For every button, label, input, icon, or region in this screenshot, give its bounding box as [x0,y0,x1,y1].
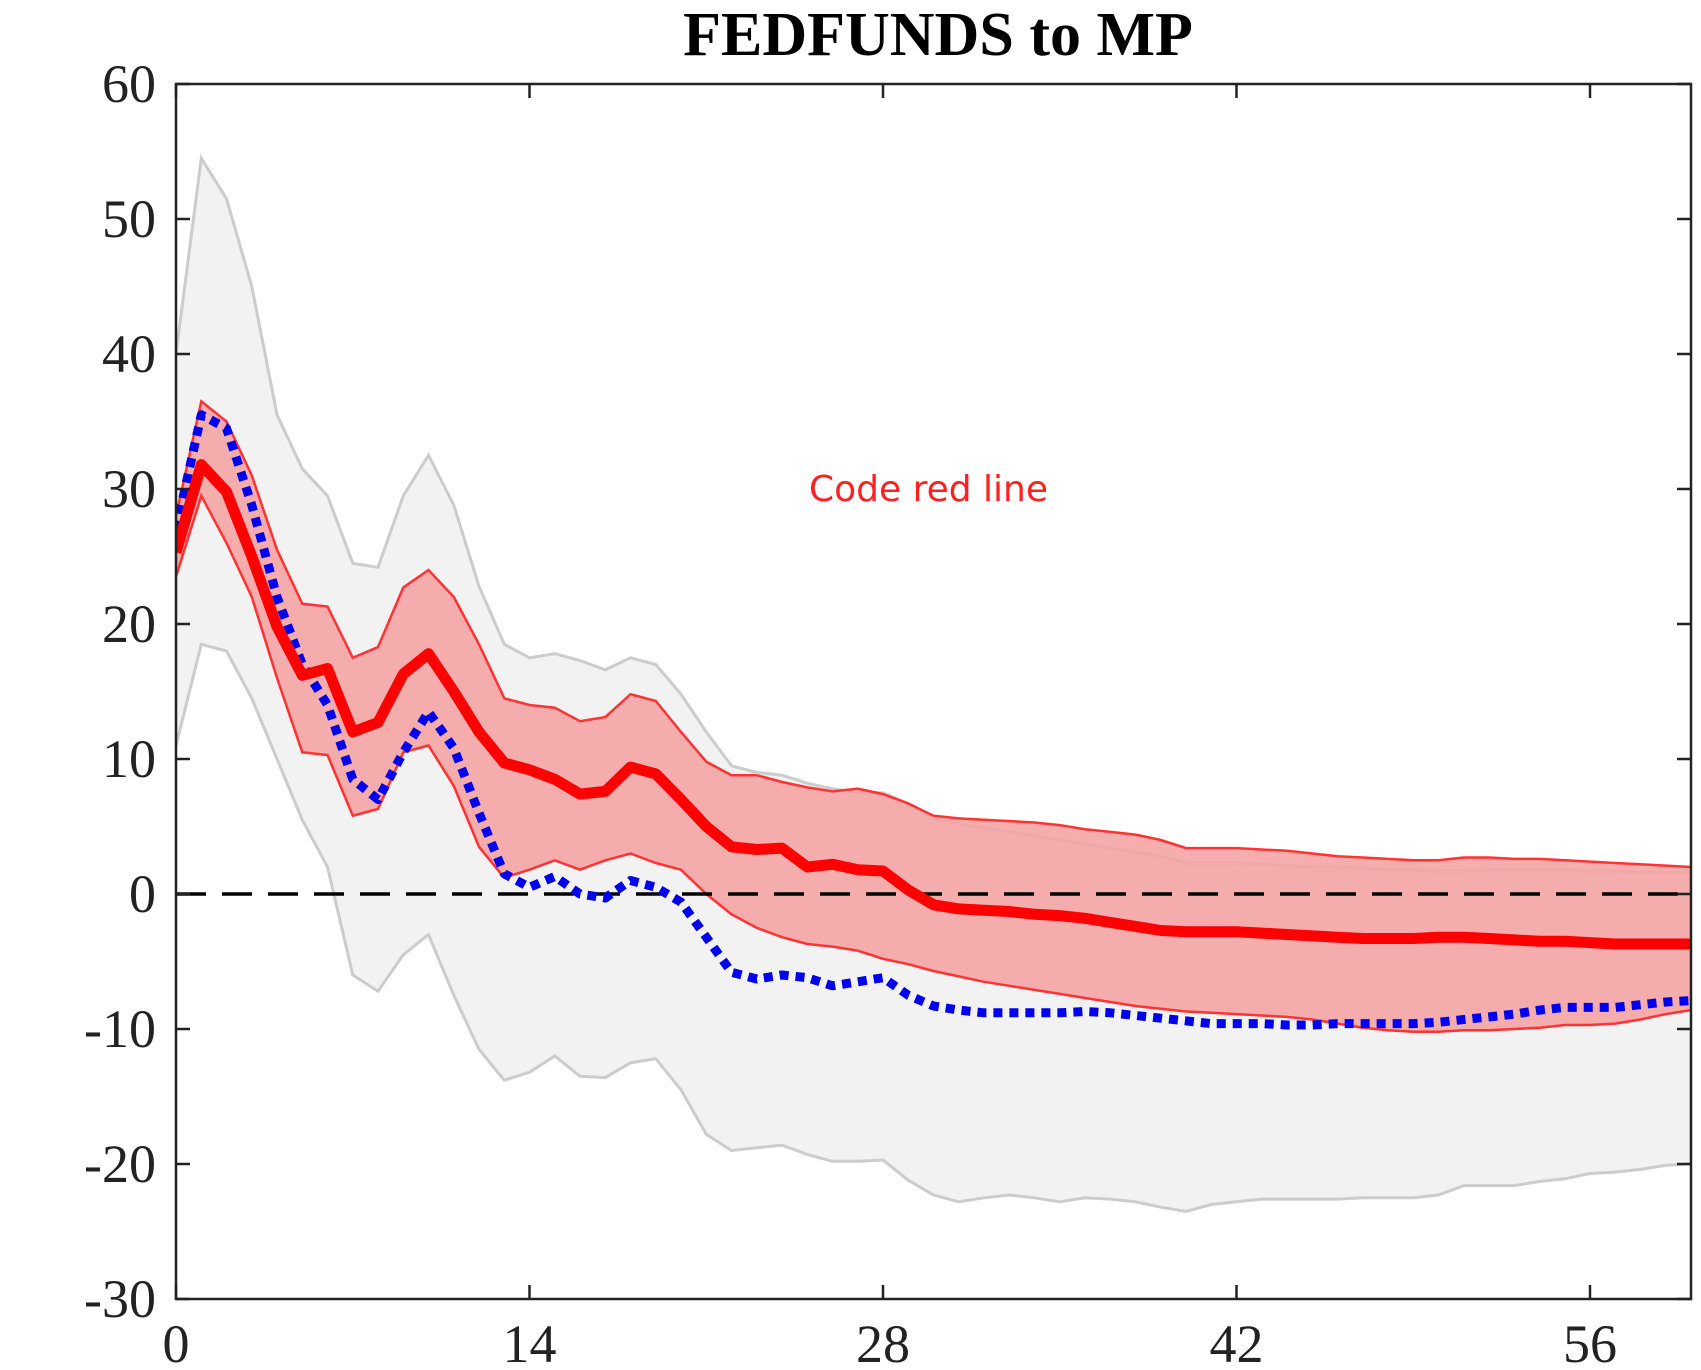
y-tick-label: 40 [102,324,156,384]
y-tick-label: 0 [129,864,156,924]
y-tick-label: 50 [102,189,156,249]
y-tick-label: 60 [102,54,156,114]
x-tick-label: 56 [1563,1314,1617,1370]
tick-labels: -30 -20 -10 0 10 20 30 40 50 60 0 14 28 42 56 [84,54,1617,1370]
annotation-code-red-line: Code red line [809,469,1048,510]
series-lines [176,410,1691,1030]
chart-title: FEDFUNDS to MP [683,1,1193,69]
median-series-line [176,459,1691,950]
red-band-lower [176,492,1691,1033]
dotted-series-line [176,410,1691,1030]
confidence-bands [176,153,1691,1213]
x-tick-label: 14 [503,1314,557,1370]
y-tick-label: 30 [102,459,156,519]
y-tick-label: -20 [84,1134,156,1194]
axes [174,82,1693,1301]
x-tick-label: 0 [163,1314,190,1370]
red-band-area [176,401,1691,1032]
x-tick-label: 42 [1210,1314,1264,1370]
y-tick-label: -30 [84,1269,156,1329]
y-tick-label: 20 [102,594,156,654]
y-tick-label: 10 [102,729,156,789]
y-tick-label: -10 [84,999,156,1059]
red-band-upper [176,399,1691,869]
gray-band-lower [176,642,1691,1213]
plot-frame [174,82,1693,1301]
x-tick-label: 28 [856,1314,910,1370]
